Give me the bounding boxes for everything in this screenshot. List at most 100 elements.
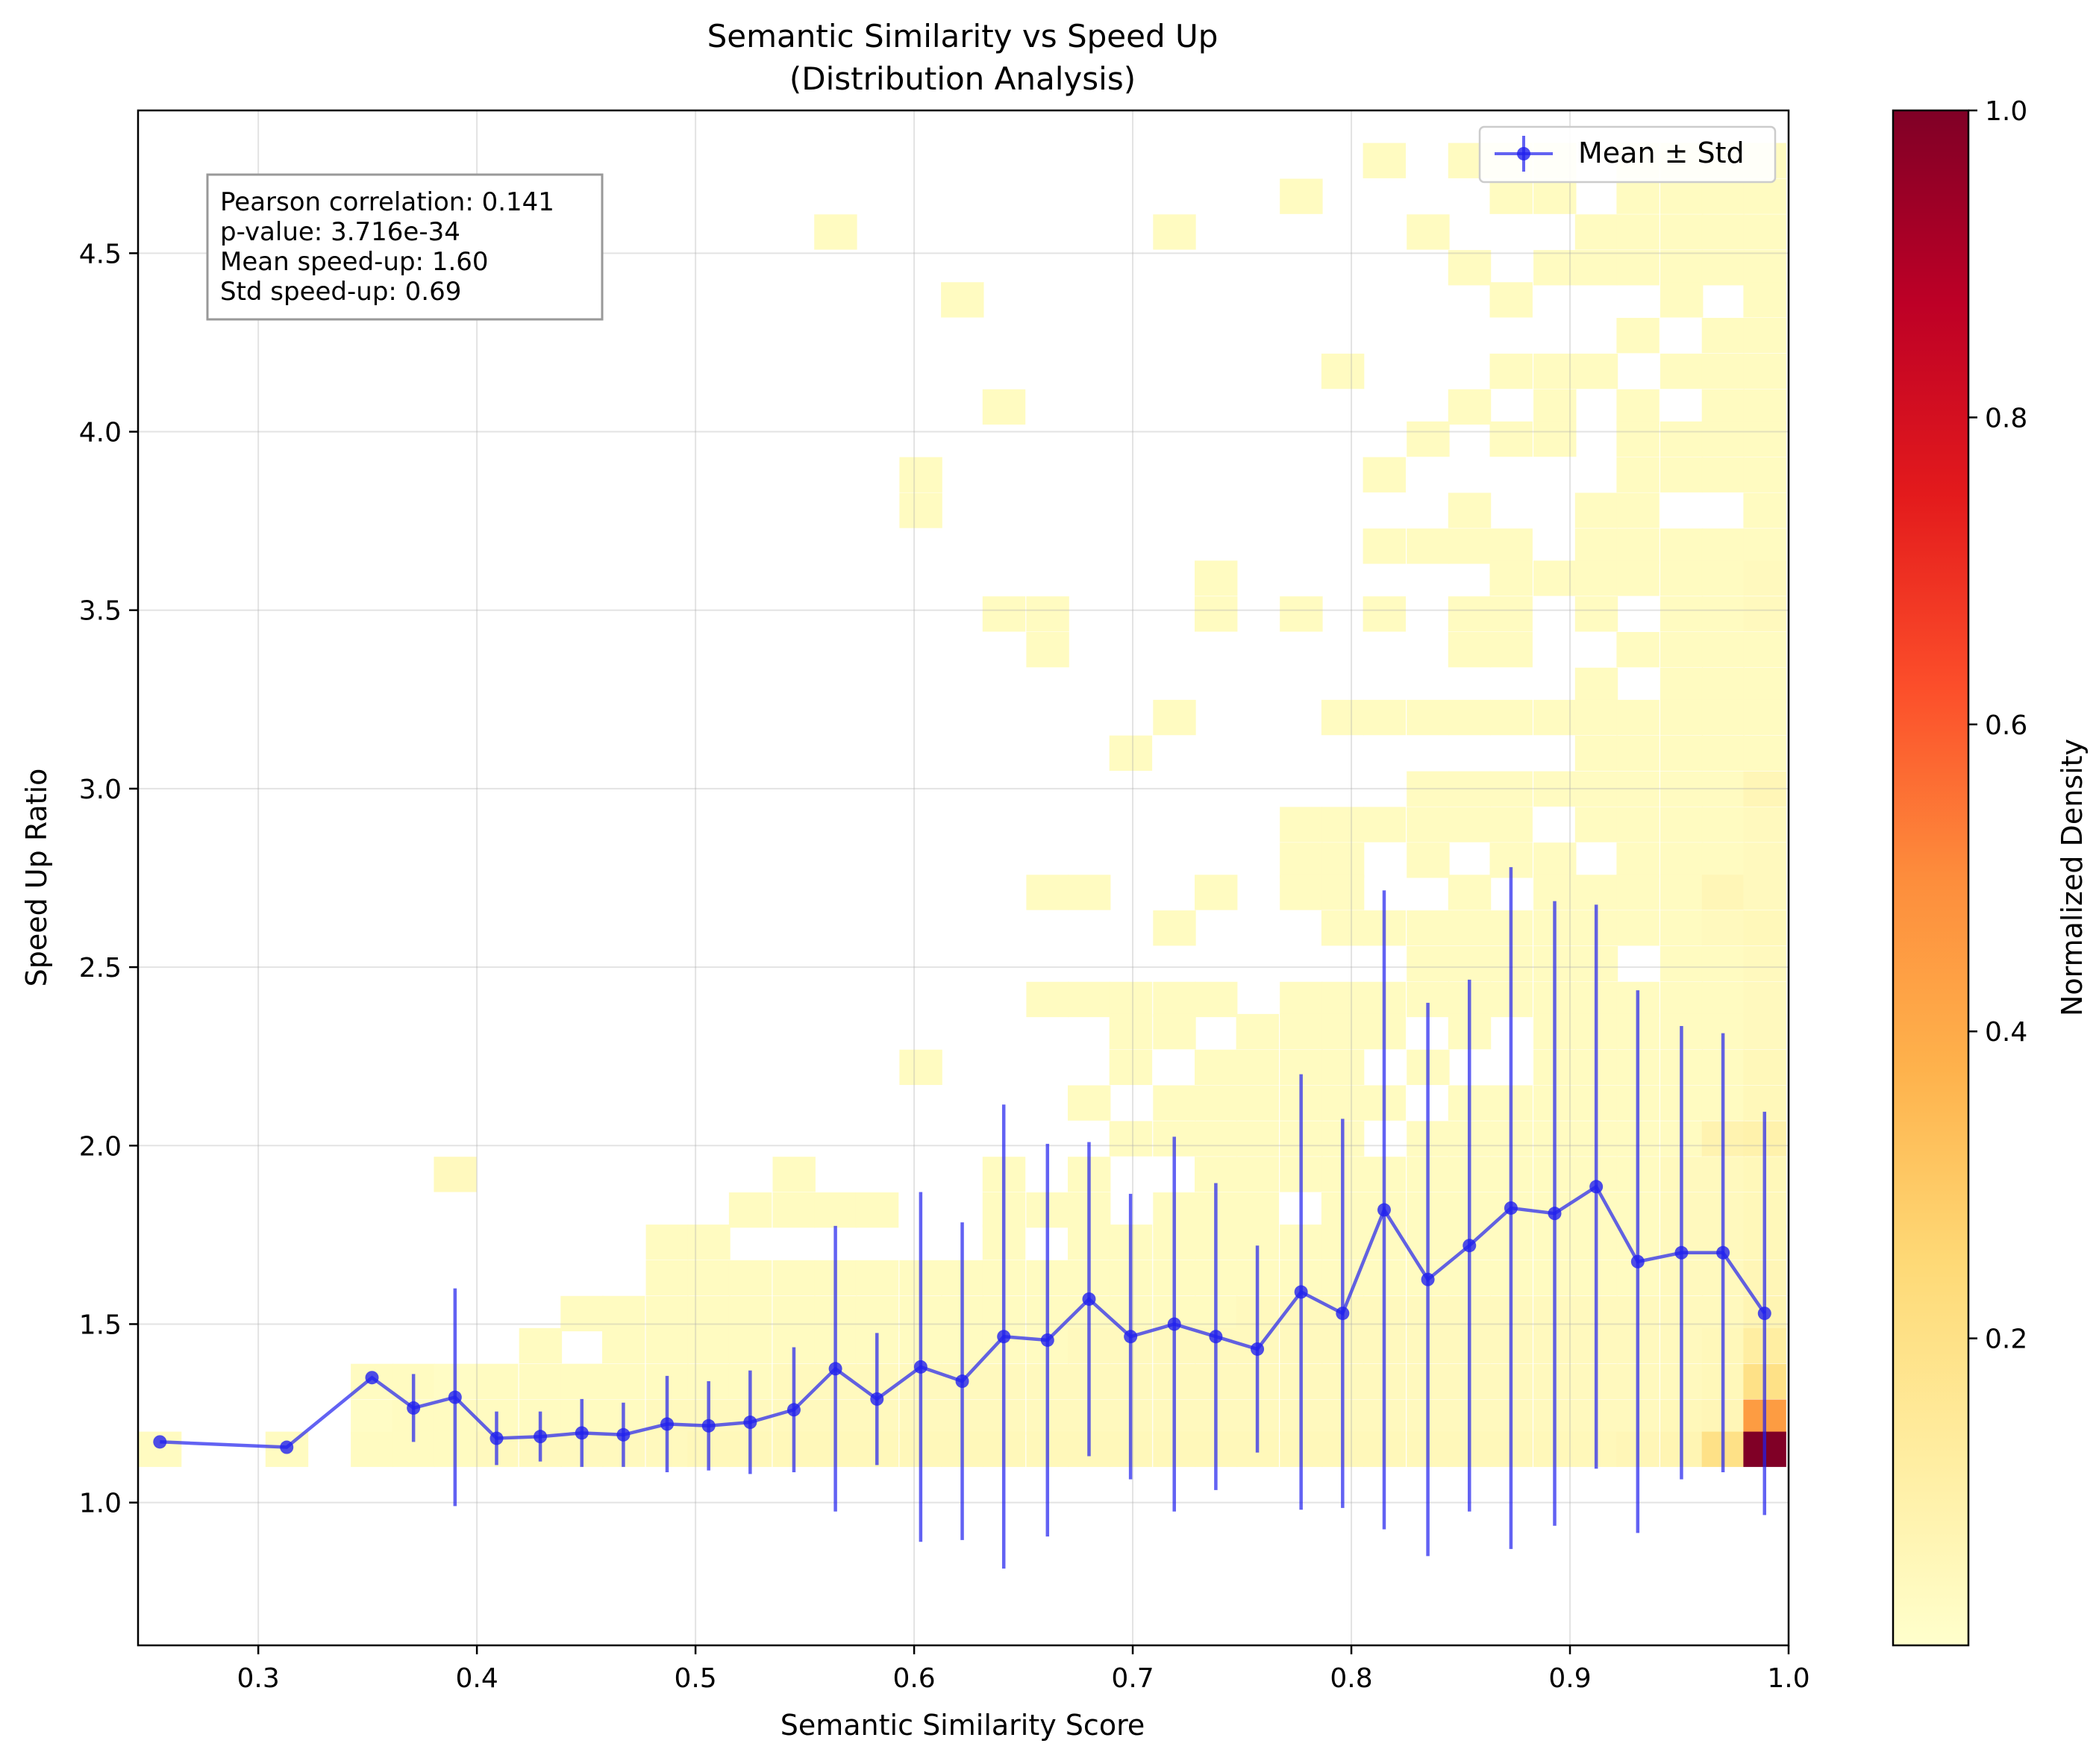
density-cell — [899, 492, 942, 528]
x-tick-label: 0.3 — [237, 1663, 280, 1694]
density-cell — [1153, 699, 1196, 736]
density-cell — [1616, 389, 1660, 425]
density-cell — [1743, 596, 1786, 632]
density-cell — [982, 596, 1026, 632]
density-cell — [1701, 560, 1745, 596]
density-cell — [1660, 875, 1704, 910]
density-cell — [1574, 214, 1618, 250]
density-cell — [1616, 735, 1660, 771]
legend-frame — [1478, 125, 1777, 184]
mean-point — [660, 1417, 675, 1431]
density-cell — [1574, 353, 1618, 390]
density-cell — [1280, 875, 1323, 910]
density-cell — [1321, 699, 1365, 736]
density-cell — [1448, 528, 1492, 564]
density-cell — [1068, 981, 1111, 1018]
density-cell — [772, 1157, 816, 1192]
density-cell — [1743, 492, 1786, 528]
plot-area — [137, 109, 1790, 1647]
density-cell — [1448, 807, 1492, 842]
density-cell — [1109, 1013, 1153, 1050]
density-cell — [1743, 250, 1786, 286]
density-cell — [1026, 632, 1069, 668]
density-cell — [1533, 421, 1577, 457]
density-cell — [1407, 421, 1450, 457]
density-cell — [1701, 699, 1745, 736]
density-cell — [1489, 560, 1533, 596]
density-cell — [1743, 699, 1786, 736]
density-cell — [687, 1327, 731, 1364]
density-cell — [1407, 771, 1450, 807]
density-cell — [1533, 842, 1577, 878]
density-cell — [351, 1431, 394, 1467]
density-cell — [1743, 807, 1786, 842]
density-cell — [1280, 807, 1323, 842]
density-cell — [1743, 353, 1786, 390]
density-cell — [519, 1327, 563, 1364]
density-cell — [1574, 807, 1618, 842]
density-cell — [1489, 771, 1533, 807]
mean-point — [489, 1431, 504, 1445]
density-cell — [1321, 1013, 1365, 1050]
density-cell — [1743, 910, 1786, 946]
density-cell — [1616, 457, 1660, 492]
density-cell — [1489, 807, 1533, 842]
mean-point — [1504, 1201, 1518, 1215]
density-cell — [645, 1225, 689, 1260]
y-tick-label: 1.5 — [79, 1310, 122, 1340]
density-cell — [645, 1295, 689, 1332]
density-cell — [814, 1192, 857, 1228]
density-cell — [1533, 771, 1577, 807]
density-cell — [1701, 528, 1745, 564]
mean-point — [1209, 1330, 1223, 1344]
density-cell — [1616, 771, 1660, 807]
stats-pearson: Pearson correlation: 0.141 — [220, 187, 554, 217]
y-tick-label: 4.0 — [79, 418, 122, 448]
colorbar-tick-label: 0.8 — [1985, 403, 2027, 434]
mean-point — [407, 1401, 421, 1415]
mean-point — [1167, 1317, 1181, 1331]
mean-point — [1294, 1285, 1308, 1299]
mean-point — [1082, 1292, 1096, 1306]
x-tick-label: 0.6 — [892, 1663, 935, 1694]
density-cell — [1660, 699, 1704, 736]
density-cell — [1533, 699, 1577, 736]
density-cell — [1280, 1013, 1323, 1050]
density-cell — [1660, 250, 1704, 286]
density-cell — [475, 1363, 519, 1399]
density-cell — [1489, 282, 1533, 318]
density-cell — [772, 1295, 816, 1332]
density-cell — [1363, 807, 1406, 842]
density-cell — [1574, 528, 1618, 564]
colorbar-tick-label: 1.0 — [1985, 96, 2027, 127]
mean-point — [1463, 1239, 1477, 1253]
density-cell — [1448, 389, 1492, 425]
density-cell — [1448, 596, 1492, 632]
colorbar-ticks: 0.2 0.4 0.6 0.8 1.0 — [1968, 96, 2027, 1355]
density-cell — [1616, 699, 1660, 736]
density-cell — [1109, 735, 1153, 771]
density-cell — [1616, 492, 1660, 528]
mean-point — [1630, 1254, 1645, 1269]
density-cell — [1660, 421, 1704, 457]
density-cell — [1153, 981, 1196, 1018]
density-cell — [1489, 699, 1533, 736]
density-cell — [1280, 981, 1323, 1018]
density-cell — [899, 1049, 942, 1085]
density-cell — [1701, 421, 1745, 457]
density-cell — [1743, 842, 1786, 878]
mean-point — [1674, 1245, 1689, 1260]
density-cell — [1448, 771, 1492, 807]
density-cell — [1574, 667, 1618, 704]
density-cell — [1448, 250, 1492, 286]
density-cell — [1489, 421, 1533, 457]
density-cell — [1533, 250, 1577, 286]
density-cell — [1616, 421, 1660, 457]
density-cell — [1153, 910, 1196, 946]
mean-point — [1251, 1342, 1265, 1356]
density-cell — [1407, 214, 1450, 250]
stats-box: Pearson correlation: 0.141 p-value: 3.71… — [206, 173, 604, 321]
density-cell — [1195, 1085, 1238, 1121]
density-cell — [1743, 946, 1786, 982]
